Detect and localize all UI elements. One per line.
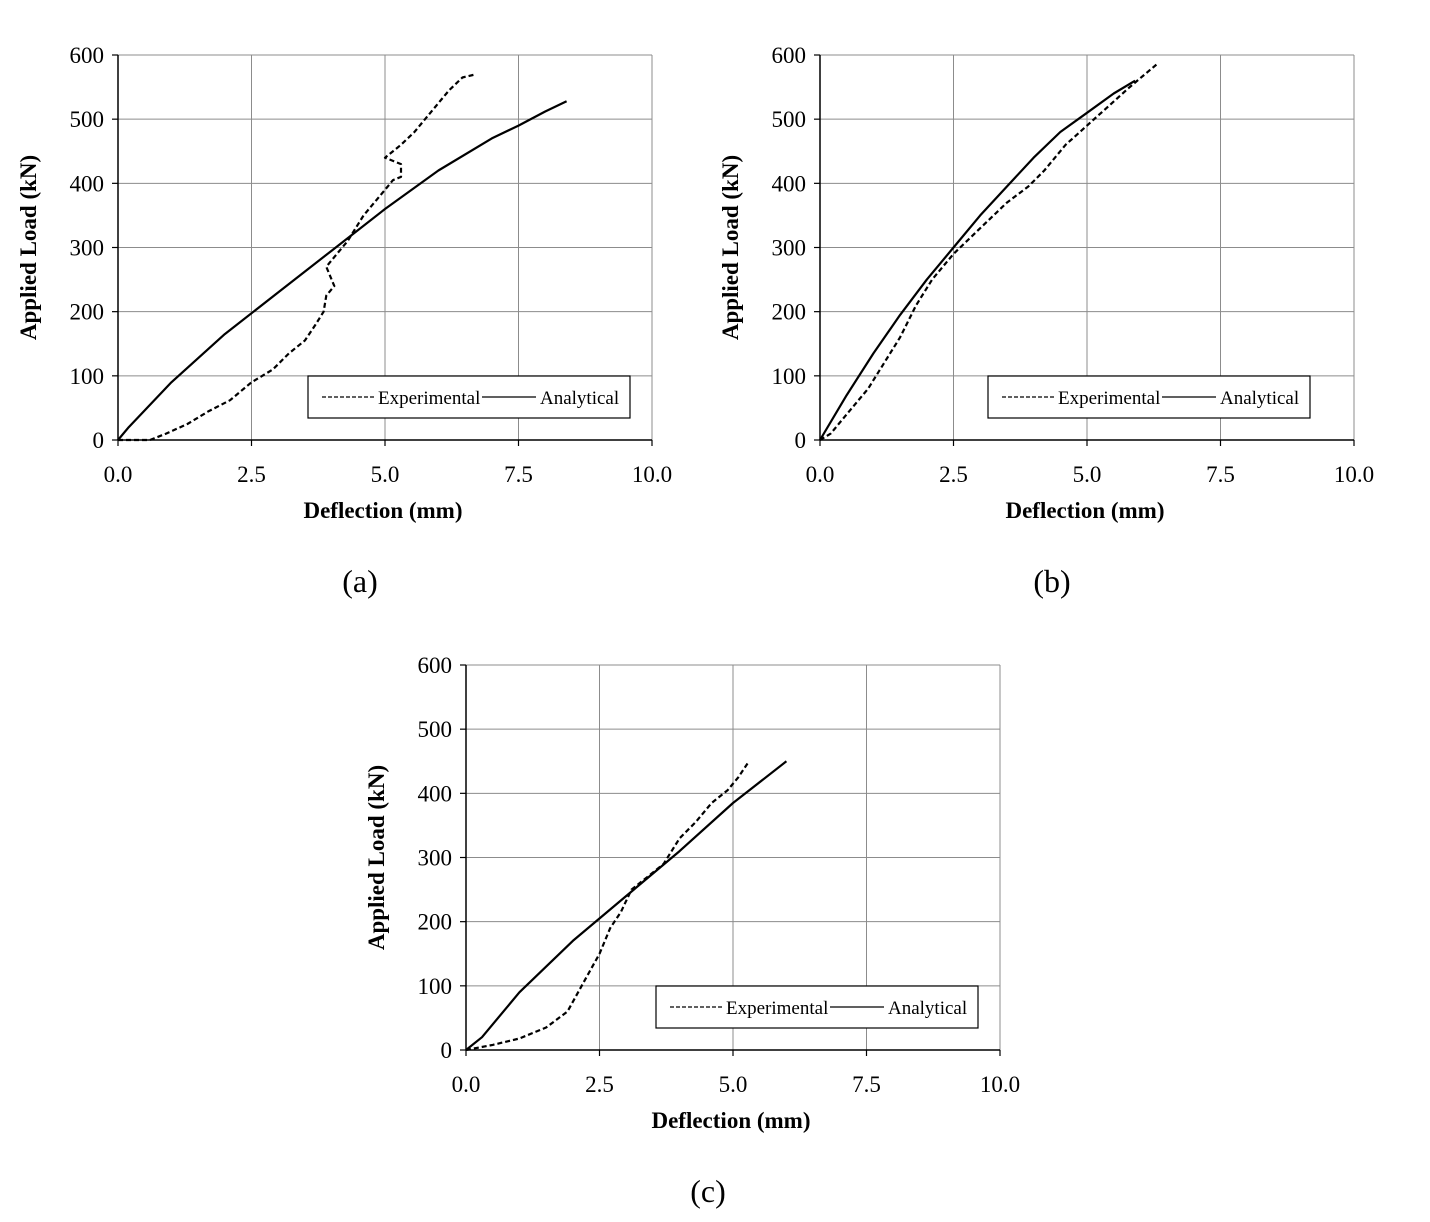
legend-label-analytical: Analytical [888,998,967,1019]
series-line-analytical [819,79,1136,441]
x-tick-label: 2.5 [237,462,266,487]
x-tick-label: 5.0 [1073,462,1102,487]
y-tick-label: 300 [418,846,453,871]
legend-label-experimental: Experimental [378,388,480,409]
x-axis-title: Deflection (mm) [1005,498,1164,523]
y-tick-label: 0 [93,428,105,453]
legend-label-analytical: Analytical [1220,388,1299,409]
y-tick-label: 400 [772,171,807,196]
x-tick-label: 7.5 [852,1072,881,1097]
panel-label: (b) [1033,563,1070,599]
y-tick-label: 0 [441,1038,453,1063]
y-tick-label: 600 [70,43,105,68]
panel-label: (c) [690,1173,726,1209]
series-line-experimental [465,760,750,1052]
x-tick-label: 2.5 [939,462,968,487]
legend-label-experimental: Experimental [726,998,828,1019]
legend-label-experimental: Experimental [1058,388,1160,409]
x-tick-label: 7.5 [1206,462,1235,487]
y-tick-label: 100 [70,364,105,389]
x-tick-label: 5.0 [719,1072,748,1097]
legend: Experimental Analytical [307,375,631,419]
y-tick-label: 600 [418,653,453,678]
y-tick-label: 100 [418,974,453,999]
y-tick-label: 500 [418,717,453,742]
y-tick-label: 400 [70,171,105,196]
x-tick-label: 7.5 [504,462,533,487]
x-tick-label: 10.0 [632,462,672,487]
y-tick-label: 0 [795,428,807,453]
y-tick-label: 300 [772,236,807,261]
y-axis-title: Applied Load (kN) [364,765,389,950]
y-tick-label: 200 [70,300,105,325]
y-tick-label: 100 [772,364,807,389]
x-axis-title: Deflection (mm) [651,1108,810,1133]
chart-panel-b: 0 100 200 300 400 500 600 0.0 2.5 5.0 7.5 10.0 Defle… [718,43,1374,599]
x-tick-label: 0.0 [104,462,133,487]
y-tick-label: 500 [70,107,105,132]
panel-label: (a) [342,563,378,599]
series-line-analytical [117,100,568,441]
x-tick-label: 5.0 [371,462,400,487]
legend-label-analytical: Analytical [540,388,619,409]
y-tick-label: 300 [70,236,105,261]
chart-panel-a: 0 100 200 300 400 500 600 0.0 2.5 5.0 7.5 10.0 Defle… [16,43,672,599]
legend: Experimental Analytical [655,985,979,1029]
x-tick-label: 10.0 [1334,462,1374,487]
series-line-analytical [465,760,788,1051]
series-line-experimental [819,63,1158,441]
y-axis-title: Applied Load (kN) [16,155,41,340]
y-tick-label: 500 [772,107,807,132]
x-tick-label: 2.5 [585,1072,614,1097]
x-tick-label: 0.0 [452,1072,481,1097]
x-tick-label: 10.0 [980,1072,1020,1097]
y-tick-label: 400 [418,781,453,806]
x-axis-title: Deflection (mm) [303,498,462,523]
chart-panel-c: 0 100 200 300 400 500 600 0.0 2.5 5.0 7.5 10.0 Defle… [364,653,1020,1209]
x-tick-label: 0.0 [806,462,835,487]
y-tick-label: 200 [418,910,453,935]
y-tick-label: 200 [772,300,807,325]
y-tick-label: 600 [772,43,807,68]
y-axis-title: Applied Load (kN) [718,155,743,340]
legend: Experimental Analytical [987,375,1311,419]
